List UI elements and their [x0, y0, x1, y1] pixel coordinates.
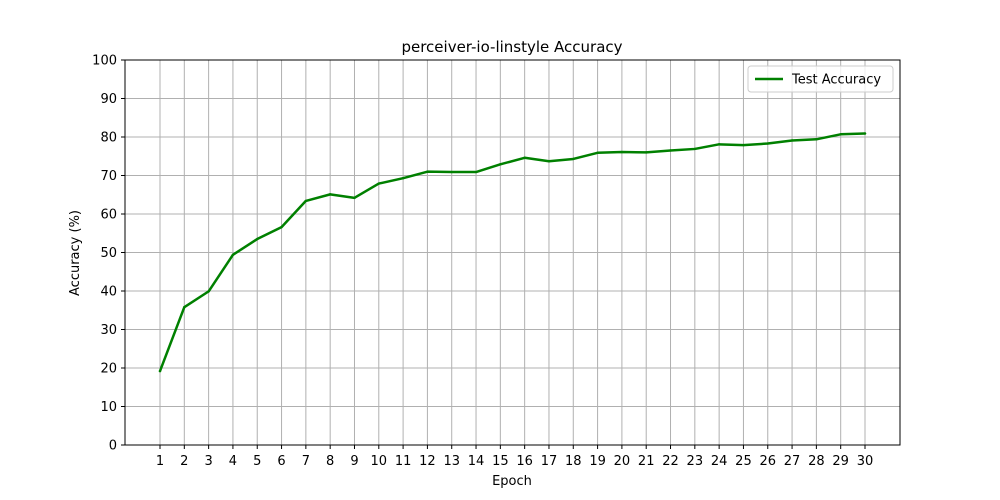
data-point	[645, 151, 648, 154]
x-axis-ticks: 1 2 3 4 5 6 7 8 9 10 11 12 13 14 15 16 17 18 19 20 21 22 23 24 2…	[156, 445, 873, 469]
x-axis-label: Epoch	[492, 474, 532, 489]
data-point	[183, 305, 186, 309]
data-point	[450, 170, 453, 174]
data-point	[669, 149, 672, 152]
y-tick-label: 0	[109, 439, 117, 454]
x-tick-label: 3	[204, 454, 212, 469]
x-tick-label: 22	[662, 454, 679, 469]
x-tick-label: 11	[395, 454, 412, 469]
data-point	[499, 163, 502, 166]
data-point	[158, 369, 162, 373]
data-point	[547, 160, 551, 163]
y-axis-ticks: 0 10 20 30 40 50 60 70 80 90 100	[92, 54, 125, 454]
data-point	[620, 150, 624, 154]
legend-label: Test Accuracy	[791, 73, 881, 88]
data-point	[596, 151, 599, 154]
legend-box	[747, 65, 894, 93]
y-axis-label: Accuracy (%)	[68, 210, 83, 296]
y-tick-label: 40	[100, 285, 117, 300]
data-point	[523, 156, 526, 159]
data-point	[474, 170, 478, 174]
data-point	[863, 132, 867, 135]
x-tick-label: 2	[180, 454, 188, 469]
x-tick-label: 6	[277, 454, 285, 469]
x-tick-label: 5	[253, 454, 261, 469]
y-tick-label: 60	[100, 208, 117, 223]
y-tick-label: 80	[100, 131, 117, 146]
x-tick-label: 21	[638, 454, 655, 469]
data-point	[328, 193, 332, 196]
x-tick-label: 24	[711, 454, 728, 469]
x-tick-label: 8	[326, 454, 334, 469]
x-tick-label: 20	[614, 454, 631, 469]
data-point	[231, 253, 235, 257]
y-tick-label: 90	[100, 92, 117, 107]
x-tick-label: 25	[735, 454, 752, 469]
data-point	[377, 182, 380, 185]
data-point	[304, 199, 308, 203]
x-tick-label: 18	[565, 454, 582, 469]
series-layer	[158, 132, 867, 373]
x-tick-label: 14	[468, 454, 485, 469]
data-point	[256, 237, 259, 241]
data-point	[693, 147, 697, 151]
x-tick-label: 29	[832, 454, 849, 469]
x-tick-label: 23	[687, 454, 704, 469]
data-point	[401, 176, 405, 180]
chart-title: perceiver-io-linstyle Accuracy	[401, 38, 622, 56]
series-line-test-accuracy	[158, 132, 867, 373]
data-point	[572, 157, 575, 161]
data-point	[790, 139, 794, 142]
data-point	[207, 290, 210, 293]
grid	[125, 59, 900, 446]
x-tick-label: 30	[857, 454, 874, 469]
x-tick-label: 10	[371, 454, 388, 469]
legend: Test Accuracy	[747, 65, 894, 93]
data-point	[815, 138, 818, 141]
data-point	[742, 143, 745, 147]
y-tick-label: 30	[100, 323, 117, 338]
x-tick-label: 7	[302, 454, 310, 469]
y-tick-label: 20	[100, 362, 117, 377]
data-point	[717, 143, 721, 146]
x-tick-label: 16	[516, 454, 533, 469]
x-tick-label: 13	[443, 454, 460, 469]
y-tick-label: 10	[100, 400, 117, 415]
y-tick-label: 50	[100, 246, 117, 261]
data-point	[426, 170, 429, 173]
data-point	[766, 142, 769, 145]
data-point	[353, 196, 356, 200]
x-tick-label: 1	[156, 454, 164, 469]
x-tick-label: 9	[350, 454, 358, 469]
x-tick-label: 27	[784, 454, 801, 469]
x-tick-label: 12	[419, 454, 436, 469]
y-tick-label: 100	[92, 54, 117, 69]
data-point	[839, 133, 842, 136]
x-tick-label: 4	[229, 454, 237, 469]
y-tick-label: 70	[100, 169, 117, 184]
x-tick-label: 15	[492, 454, 509, 469]
data-point	[280, 225, 283, 229]
x-tick-label: 19	[589, 454, 606, 469]
x-tick-label: 26	[759, 454, 776, 469]
x-tick-label: 28	[808, 454, 825, 469]
x-tick-label: 17	[541, 454, 558, 469]
